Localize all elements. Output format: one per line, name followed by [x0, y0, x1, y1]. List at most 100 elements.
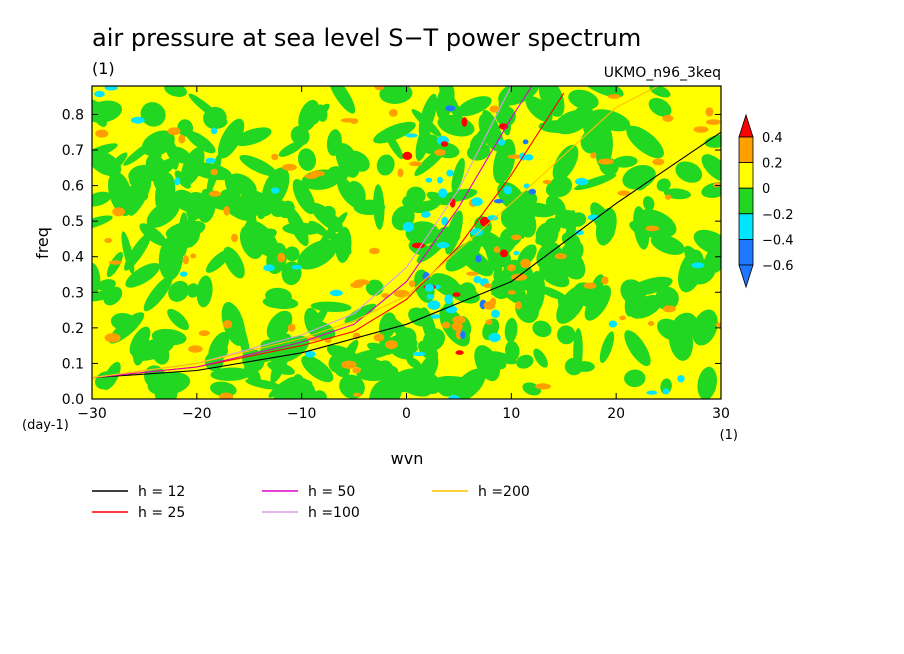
heatmap-cell	[278, 140, 305, 157]
heatmap-cell	[222, 320, 233, 329]
heatmap-cell	[489, 351, 517, 365]
heatmap-cell	[498, 86, 540, 106]
heatmap-cell	[402, 221, 414, 232]
heatmap-cell	[125, 262, 161, 288]
heatmap-cell	[452, 315, 466, 324]
heatmap-cell	[466, 271, 479, 276]
heatmap-cell	[210, 168, 218, 176]
heatmap-cell	[426, 294, 435, 300]
heatmap-cell	[590, 202, 615, 238]
heatmap-cell	[507, 154, 523, 159]
heatmap-cell	[153, 375, 188, 395]
heatmap-cell	[290, 125, 310, 146]
y-axis: 0.0 0.1 0.2 0.3 0.4 0.5 0.6 0.7 0.8	[62, 107, 721, 408]
y-tick-label: 0.8	[62, 107, 84, 123]
heatmap-cell	[185, 130, 216, 154]
heatmap-cell	[297, 148, 317, 171]
heatmap-cell	[312, 390, 327, 399]
heatmap-cell	[353, 392, 362, 397]
heatmap-cell	[257, 333, 292, 363]
heatmap-cell	[186, 202, 203, 221]
heatmap-cell	[263, 264, 275, 272]
heatmap-cell	[167, 127, 181, 136]
heatmap-cell	[491, 309, 500, 318]
colorbar-swatch	[738, 187, 754, 215]
colorbar: 0.4 0.2 0 −0.2 −0.4 −0.6	[738, 113, 794, 289]
heatmap-cell	[344, 303, 377, 324]
heatmap-cell	[188, 345, 203, 353]
heatmap-cell	[483, 301, 496, 310]
heatmap-cell	[108, 260, 122, 265]
heatmap-cell	[455, 350, 464, 355]
heatmap-cell	[574, 229, 584, 236]
heatmap-cell	[489, 105, 500, 113]
heatmap-cell	[182, 255, 189, 265]
heatmap-cell	[451, 157, 465, 193]
heatmap-cell	[693, 229, 721, 256]
heatmap-cell	[189, 162, 232, 181]
heatmap-cell	[221, 301, 246, 346]
heatmap-cell	[379, 377, 392, 399]
legend-entry: h = 12	[138, 484, 185, 500]
heatmap-cell	[245, 205, 257, 232]
y-tick-label: 0.5	[62, 214, 84, 230]
heatmap-cell	[413, 370, 442, 395]
heatmap-cell	[475, 255, 482, 263]
heatmap-cell	[167, 308, 189, 331]
heatmap-cell	[537, 285, 568, 301]
heatmap-cell	[252, 228, 277, 243]
heatmap-cell	[461, 117, 468, 127]
heatmap-cell	[518, 190, 538, 208]
heatmap-cell	[271, 187, 280, 194]
heatmap-cell	[568, 89, 599, 110]
heatmap-cell	[168, 280, 190, 302]
heatmap-cell	[94, 90, 105, 98]
heatmap-cell	[617, 190, 631, 196]
heatmap-cell	[503, 185, 512, 195]
heatmap-cell	[204, 351, 224, 371]
heatmap-field	[92, 86, 721, 399]
heatmap-cell	[424, 283, 434, 292]
heatmap-cell	[634, 167, 653, 191]
heatmap-cell	[677, 375, 685, 383]
heatmap-cell	[485, 319, 493, 325]
heatmap-cell	[624, 330, 651, 367]
heatmap-cell	[308, 220, 328, 237]
heatmap-cell	[303, 109, 320, 125]
heatmap-cell	[515, 301, 522, 310]
heatmap-cell	[205, 249, 231, 273]
x-tick-label: 0	[402, 406, 411, 422]
heatmap-cell	[507, 264, 516, 272]
heatmap-cell	[335, 226, 352, 263]
heatmap-cell	[557, 325, 576, 345]
heatmap-cell	[607, 94, 621, 99]
dispersion-curve	[92, 131, 721, 379]
heatmap-cell	[341, 360, 357, 369]
heatmap-cell	[493, 246, 501, 253]
heatmap-cell	[233, 127, 272, 147]
heatmap-cell	[405, 221, 440, 245]
heatmap-cell	[409, 161, 423, 167]
heatmap-cell	[438, 188, 448, 199]
heatmap-cell	[149, 140, 162, 166]
heatmap-cell	[437, 176, 443, 184]
heatmap-cell	[440, 141, 449, 147]
heatmap-cell	[692, 309, 718, 346]
heatmap-cell	[350, 282, 363, 289]
heatmap-cell	[174, 177, 181, 186]
heatmap-cell	[219, 392, 234, 399]
heatmap-cell	[671, 312, 698, 340]
x-axis: −30 −20 −10 0 10 20 30	[77, 86, 730, 422]
heatmap-cell	[130, 116, 145, 124]
heatmap-cell	[367, 342, 393, 355]
heatmap-cell	[524, 154, 534, 161]
heatmap-cell	[445, 105, 456, 112]
x-unit-label: (1)	[720, 428, 738, 443]
heatmap-cell	[406, 357, 422, 370]
heatmap-cell	[545, 195, 566, 217]
heatmap-cell	[504, 317, 518, 343]
heatmap-cell	[452, 292, 461, 297]
heatmap-cell	[595, 124, 613, 169]
heatmap-cell	[706, 119, 721, 125]
